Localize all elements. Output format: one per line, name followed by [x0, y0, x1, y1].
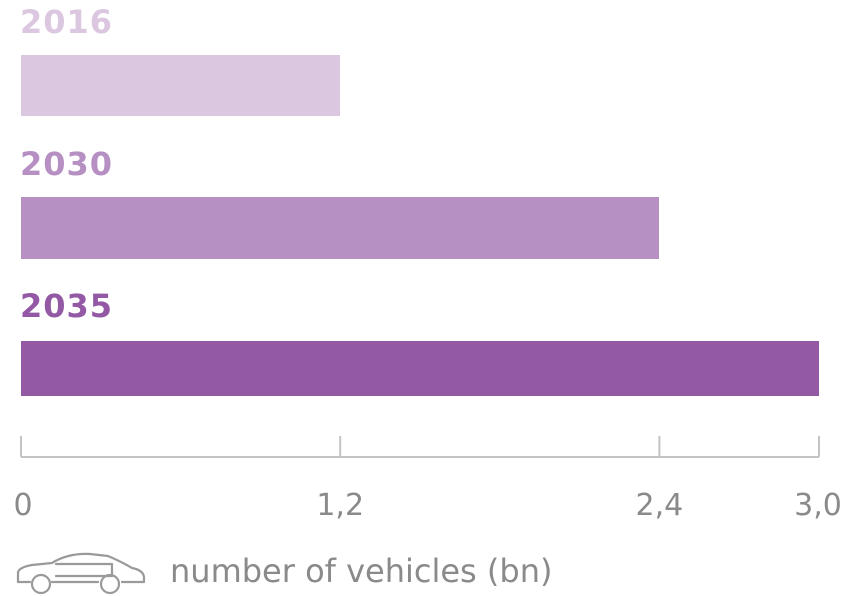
category-label: 2035: [20, 287, 114, 325]
x-axis-title: number of vehicles (bn): [12, 548, 552, 594]
bar: [21, 197, 660, 259]
category-label: 2016: [20, 3, 114, 41]
car-icon: [16, 552, 146, 594]
bar: [21, 55, 341, 116]
bar: [21, 341, 819, 396]
x-axis-label: number of vehicles (bn): [170, 552, 553, 590]
x-tick-label: 0: [13, 488, 33, 523]
category-label: 2030: [20, 145, 114, 183]
x-tick-label: 1,2: [316, 488, 365, 523]
x-tick-label: 3,0: [794, 488, 842, 523]
x-tick-label: 2,4: [635, 488, 684, 523]
